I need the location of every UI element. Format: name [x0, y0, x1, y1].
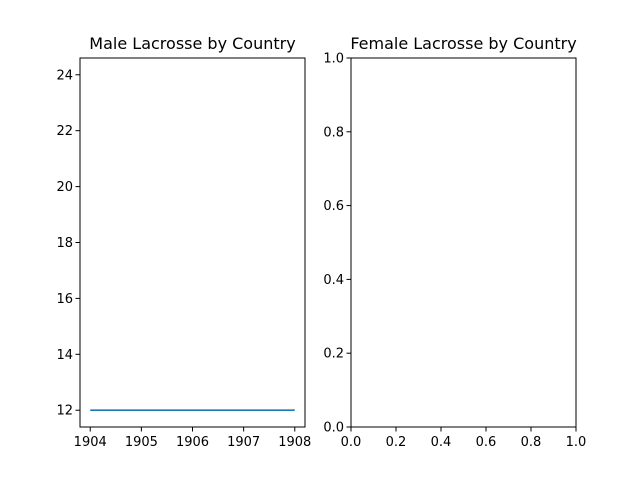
y-tick-label: 0.8 [323, 125, 344, 140]
y-tick-label: 0.0 [323, 421, 344, 436]
plot-area: 1904 1905 1906 1907 1908 12 14 16 18 20 22 24 [56, 57, 311, 450]
y-tick-label: 24 [56, 68, 73, 83]
x-tick-label: 0.6 [476, 435, 497, 450]
y-tick-label: 1.0 [323, 52, 344, 67]
y-tick-label: 16 [56, 292, 73, 307]
y-tick-label: 22 [56, 124, 73, 139]
x-tick-label: 1.0 [566, 435, 587, 450]
x-tick-label: 0.4 [431, 435, 452, 450]
y-tick-label: 0.4 [323, 273, 344, 288]
chart-title: Female Lacrosse by Country [350, 34, 576, 53]
axes-frame [79, 57, 306, 428]
y-tick-label: 14 [56, 348, 73, 363]
plot-area: 0.0 0.2 0.4 0.6 0.8 1.0 0.0 0.2 0.4 0.6 0.8 1.0 [323, 52, 586, 451]
x-tick-label: 1904 [74, 435, 107, 450]
y-tick-label: 12 [56, 404, 73, 419]
x-tick-label: 1908 [278, 435, 311, 450]
y-tick-label: 0.2 [323, 347, 344, 362]
x-tick-label: 0.0 [341, 435, 362, 450]
x-tick-label: 1907 [227, 435, 260, 450]
x-tick-label: 1906 [176, 435, 209, 450]
axes-frame [350, 57, 577, 428]
male-lacrosse-chart: Male Lacrosse by Country 1904 1905 1906 190… [56, 34, 311, 450]
female-lacrosse-chart: Female Lacrosse by Country 0.0 0.2 0.4 0.6 0… [323, 34, 586, 450]
x-tick-label: 0.2 [386, 435, 407, 450]
y-tick-label: 0.6 [323, 199, 344, 214]
x-tick-label: 1905 [125, 435, 158, 450]
x-tick-label: 0.8 [521, 435, 542, 450]
y-tick-label: 18 [56, 236, 73, 251]
chart-title: Male Lacrosse by Country [89, 34, 295, 53]
y-tick-label: 20 [56, 180, 73, 195]
